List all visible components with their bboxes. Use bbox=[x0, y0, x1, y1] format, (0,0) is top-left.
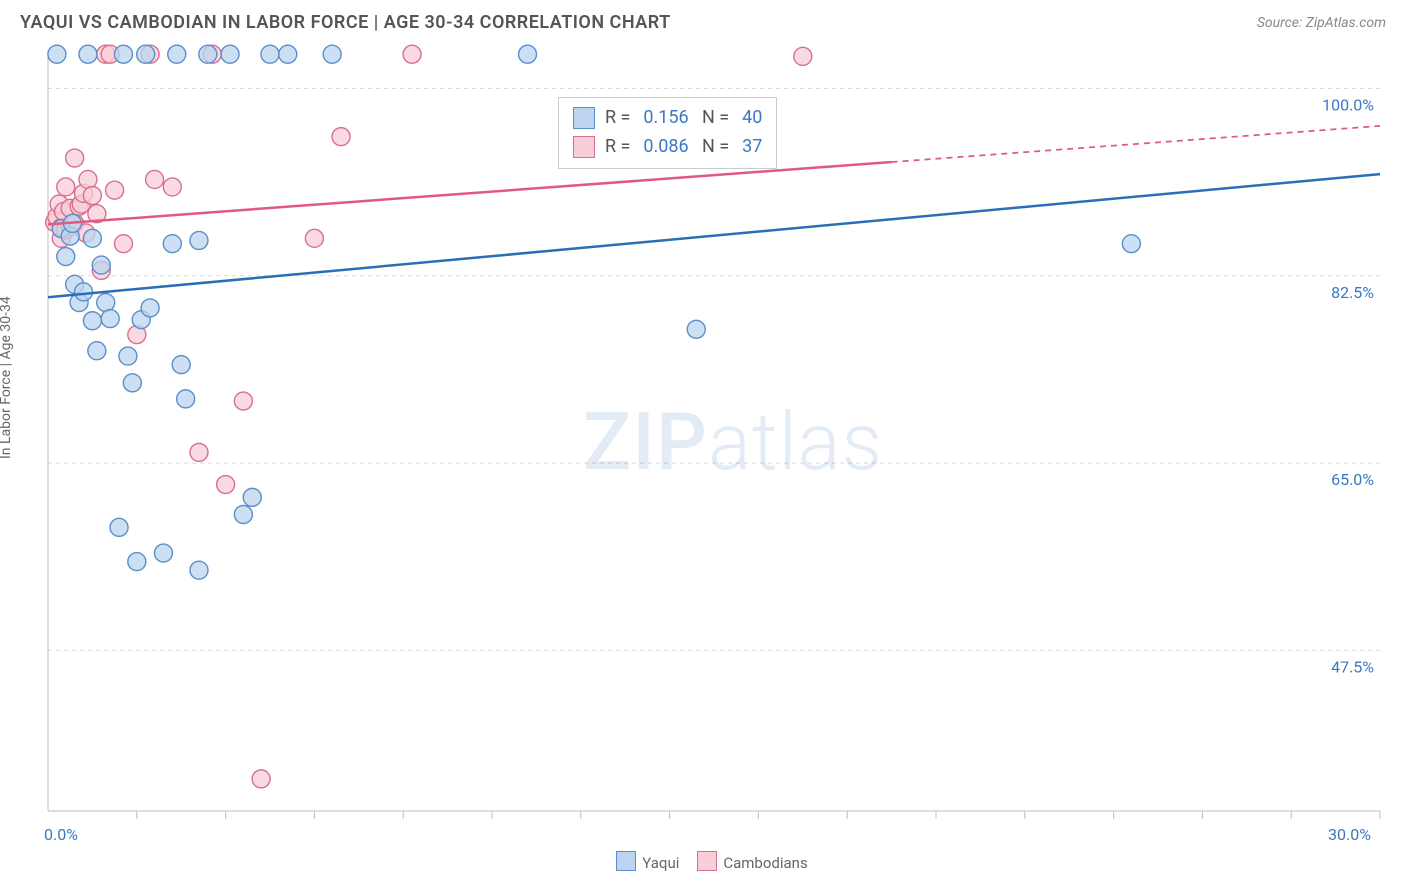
header: YAQUI VS CAMBODIAN IN LABOR FORCE | AGE … bbox=[0, 0, 1406, 41]
series-legend: Yaqui Cambodians bbox=[0, 851, 1406, 872]
svg-text:65.0%: 65.0% bbox=[1331, 470, 1374, 489]
y-axis-title: In Labor Force | Age 30-34 bbox=[0, 296, 14, 459]
legend-label: Cambodians bbox=[723, 854, 807, 872]
svg-text:82.5%: 82.5% bbox=[1331, 283, 1374, 302]
x-axis-min-label: 0.0% bbox=[44, 825, 78, 844]
legend-swatch bbox=[573, 107, 595, 129]
chart-area: 47.5%65.0%82.5%100.0% ZIPatlas In Labor … bbox=[0, 41, 1406, 876]
svg-text:100.0%: 100.0% bbox=[1322, 95, 1374, 114]
legend-swatch bbox=[616, 851, 636, 871]
chart-title: YAQUI VS CAMBODIAN IN LABOR FORCE | AGE … bbox=[20, 12, 671, 33]
legend-stats-text: R = 0.156 N = 40 bbox=[605, 104, 762, 133]
source-label: Source: ZipAtlas.com bbox=[1257, 15, 1386, 31]
legend-label: Yaqui bbox=[642, 854, 679, 872]
stats-legend-box: R = 0.156 N = 40R = 0.086 N = 37 bbox=[558, 97, 777, 169]
legend-swatch bbox=[697, 851, 717, 871]
legend-row: R = 0.156 N = 40 bbox=[573, 104, 762, 133]
legend-row: R = 0.086 N = 37 bbox=[573, 133, 762, 162]
legend-swatch bbox=[573, 136, 595, 158]
svg-text:47.5%: 47.5% bbox=[1331, 657, 1374, 676]
x-axis-max-label: 30.0% bbox=[1328, 825, 1371, 844]
legend-stats-text: R = 0.086 N = 37 bbox=[605, 133, 762, 162]
